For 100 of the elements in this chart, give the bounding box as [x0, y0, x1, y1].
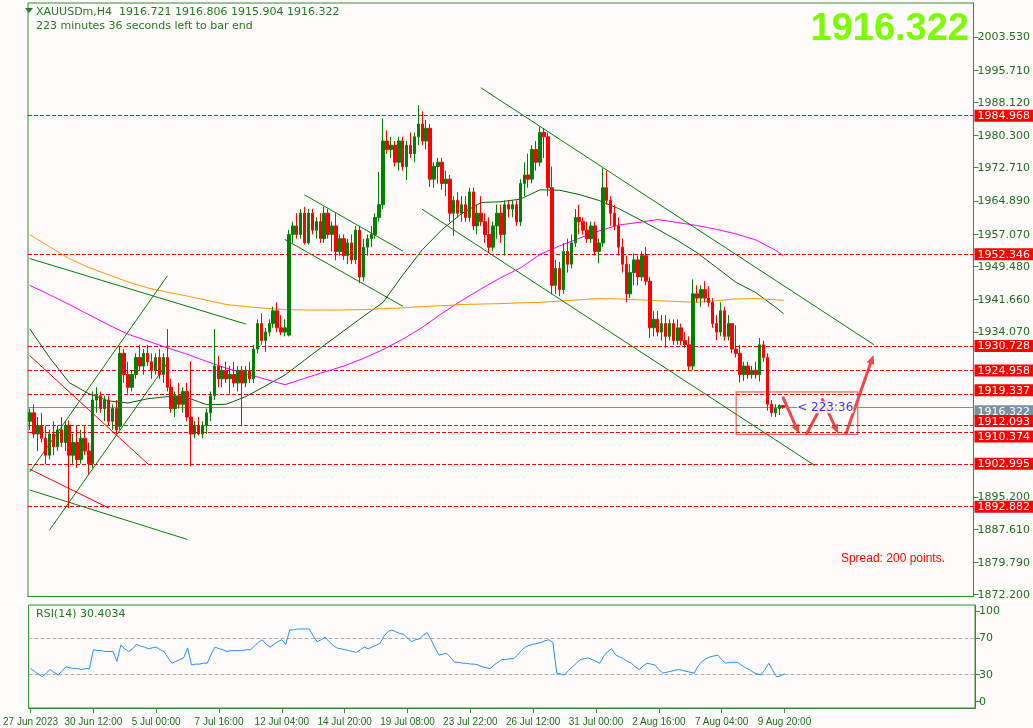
- y-tick-label: 30: [979, 667, 993, 681]
- candlestick: [746, 361, 750, 380]
- candlestick: [79, 429, 83, 465]
- candlestick: [28, 408, 32, 431]
- ref-line-label: 1910.374: [977, 429, 1031, 443]
- candlestick: [405, 140, 408, 181]
- candlestick: [244, 365, 247, 388]
- candlestick: [307, 208, 310, 246]
- y-tick-label: 1887.610: [977, 522, 1031, 536]
- candlestick: [534, 140, 538, 172]
- candlestick: [499, 204, 503, 244]
- candlestick: [295, 212, 298, 240]
- candlestick: [432, 161, 436, 189]
- annotation: Spread: 200 points.: [840, 551, 945, 565]
- candlestick: [173, 391, 177, 418]
- x-tick-label: 30 Jun 12:00: [64, 715, 123, 727]
- candlestick: [36, 416, 40, 452]
- x-tick-label: 12 Jul 04:00: [254, 715, 310, 727]
- y-tick-label: 1879.790: [977, 555, 1031, 569]
- candlestick: [319, 212, 322, 244]
- y-tick-label: 1972.710: [977, 161, 1031, 175]
- candlestick: [475, 204, 479, 235]
- candlestick: [723, 306, 726, 342]
- candlestick: [507, 199, 510, 218]
- candlestick: [232, 361, 236, 388]
- y-tick-label: 1934.070: [977, 325, 1031, 339]
- candlestick: [275, 301, 279, 333]
- candlestick: [719, 301, 722, 337]
- candlestick: [676, 318, 679, 346]
- line-series: [30, 628, 786, 678]
- x-tick-label: 2 Aug 16:00: [632, 715, 686, 727]
- x-tick-label: 27 Jun 2023: [2, 715, 59, 727]
- x-tick-label: 31 Jul 00:00: [568, 715, 624, 727]
- candlestick: [640, 250, 644, 282]
- chart-title: RSI(14) 30.4034: [36, 607, 126, 620]
- candlestick: [577, 204, 581, 235]
- candlestick: [444, 170, 448, 197]
- y-tick-label: 1949.480: [977, 259, 1031, 273]
- candlestick: [503, 199, 506, 257]
- candlestick: [228, 365, 232, 395]
- candlestick: [668, 318, 671, 342]
- y-tick-label: 0: [979, 694, 986, 708]
- candlestick: [652, 310, 656, 337]
- y-tick-label: 1995.710: [977, 63, 1031, 77]
- candlestick: [424, 119, 428, 150]
- candlestick: [303, 206, 306, 246]
- candlestick: [660, 314, 663, 342]
- x-tick-label: 19 Jul 08:00: [380, 715, 436, 727]
- text: 223 minutes 36 seconds left to bar end: [36, 19, 253, 32]
- candlestick: [464, 195, 467, 223]
- candlestick: [330, 221, 334, 252]
- candlestick: [71, 433, 75, 465]
- candlestick: [468, 187, 471, 223]
- y-tick-label: 1957.070: [977, 227, 1031, 241]
- candlestick: [315, 216, 318, 240]
- candlestick: [389, 136, 393, 159]
- candlestick: [691, 278, 695, 371]
- ref-line-label: 1902.995: [977, 457, 1031, 471]
- candlestick: [64, 420, 67, 452]
- candlestick: [558, 261, 561, 297]
- y-tick-label: 1941.660: [977, 293, 1031, 307]
- y-tick-label: 100: [979, 604, 1000, 618]
- candlestick: [440, 157, 444, 191]
- x-tick-label: 9 Aug 20:00: [757, 715, 812, 727]
- candlestick: [103, 395, 106, 422]
- candlestick: [750, 365, 754, 380]
- candlestick: [322, 206, 326, 244]
- line-series: [29, 234, 784, 311]
- candlestick: [727, 314, 730, 342]
- x-tick-label: 7 Aug 04:00: [695, 715, 749, 727]
- candlestick: [585, 221, 589, 244]
- candlestick: [436, 157, 440, 184]
- candlestick: [456, 191, 459, 218]
- line-series: [29, 219, 784, 386]
- annotation: < 223:36: [797, 400, 854, 415]
- candlestick: [758, 337, 761, 382]
- candlestick: [299, 208, 302, 240]
- ref-line-label: 1912.093: [977, 414, 1031, 428]
- candlestick: [679, 323, 683, 346]
- candlestick: [346, 238, 349, 265]
- ref-line-label: 1924.958: [977, 363, 1031, 377]
- x-tick-label: 7 Jul 16:00: [194, 715, 244, 727]
- candlestick: [362, 238, 365, 282]
- candlestick: [460, 195, 463, 223]
- y-tick-label: 1988.120: [977, 95, 1031, 109]
- candlestick: [554, 259, 557, 295]
- x-tick-label: 26 Jul 12:00: [505, 715, 561, 727]
- candlestick: [781, 404, 785, 410]
- annotation: 1916.322: [810, 6, 970, 48]
- ref-line-label: 1916.322: [977, 404, 1031, 418]
- ref-line-label: 1892.882: [977, 500, 1031, 514]
- candlestick: [338, 233, 342, 257]
- ref-line-label: 1919.337: [977, 383, 1031, 397]
- candlestick: [754, 361, 758, 380]
- candlestick: [742, 361, 746, 382]
- candlestick: [448, 174, 452, 223]
- candlestick: [311, 208, 314, 235]
- y-tick-label: 70: [979, 631, 993, 645]
- candlestick: [56, 425, 59, 452]
- y-tick-label: 1872.200: [977, 588, 1031, 601]
